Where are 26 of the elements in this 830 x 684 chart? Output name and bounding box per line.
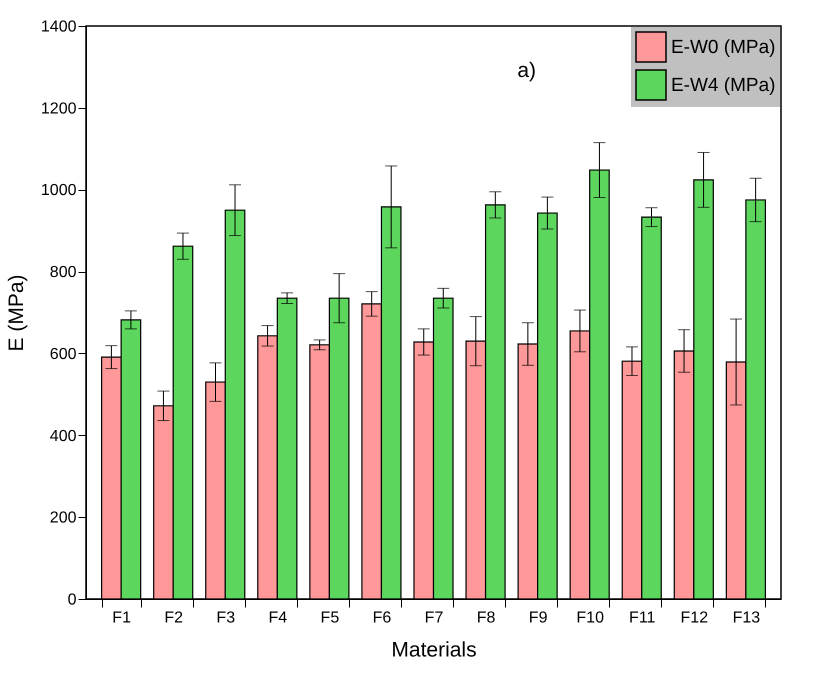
x-tick-label: F7 bbox=[424, 610, 444, 626]
legend-label: E-W0 (MPa) bbox=[671, 37, 776, 58]
y-tick-label: 400 bbox=[50, 428, 77, 445]
y-tick-label: 1000 bbox=[40, 182, 77, 200]
x-tick-label: F11 bbox=[629, 610, 656, 626]
x-tick-label: F5 bbox=[320, 610, 340, 626]
y-tick-label: 1200 bbox=[40, 100, 77, 118]
legend-label: E-W4 (MPa) bbox=[671, 75, 776, 96]
y-axis-title: E (MPa) bbox=[4, 274, 28, 352]
x-tick-label: F12 bbox=[680, 610, 708, 626]
y-tick-label: 0 bbox=[68, 592, 77, 608]
x-tick-label: F4 bbox=[268, 610, 288, 626]
x-tick-label: F8 bbox=[476, 610, 496, 626]
annotation: a) bbox=[517, 59, 536, 82]
y-tick-label: 1400 bbox=[40, 18, 77, 36]
y-tick-label: 800 bbox=[50, 264, 77, 282]
x-tick-label: F10 bbox=[576, 610, 604, 626]
x-tick-label: F13 bbox=[732, 610, 760, 626]
y-tick-label: 200 bbox=[50, 510, 77, 527]
x-tick-label: F2 bbox=[164, 610, 184, 626]
x-tick-label: F9 bbox=[528, 610, 548, 626]
y-tick-label: 600 bbox=[50, 346, 77, 363]
x-tick-label: F3 bbox=[216, 610, 236, 626]
x-tick-label: F1 bbox=[112, 610, 132, 626]
x-tick-label: F6 bbox=[372, 610, 392, 626]
x-axis-title: Materials bbox=[391, 638, 477, 662]
